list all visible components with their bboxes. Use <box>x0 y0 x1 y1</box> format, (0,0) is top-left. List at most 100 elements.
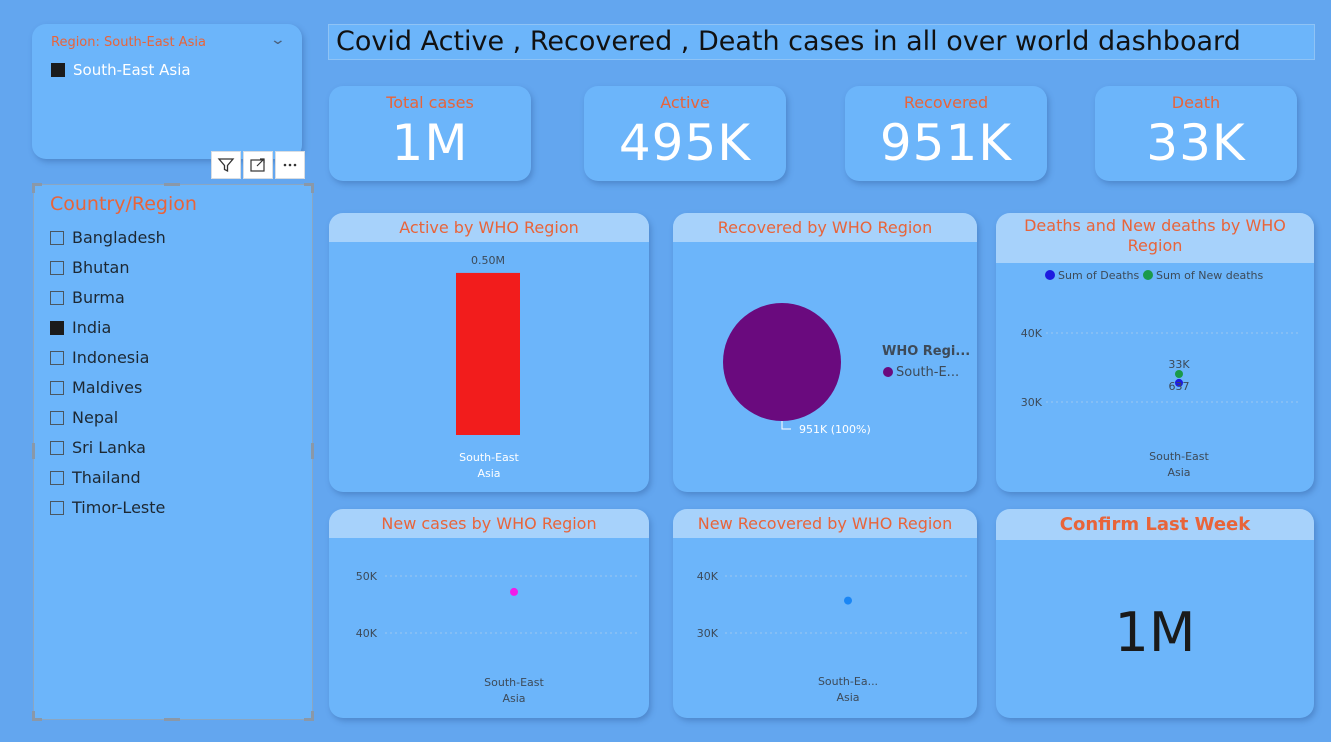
country-checkbox[interactable] <box>50 411 64 425</box>
country-item[interactable]: Maldives <box>50 373 166 403</box>
kpi-total-cases[interactable]: Total cases 1M <box>329 86 531 181</box>
country-item[interactable]: Timor-Leste <box>50 493 166 523</box>
region-slicer[interactable]: Region: South-East Asia ⌄ South-East Asi… <box>32 24 302 159</box>
country-checkbox[interactable] <box>50 291 64 305</box>
confirm-last-week-card[interactable]: Confirm Last Week 1M <box>996 509 1314 718</box>
country-label: Maldives <box>72 378 143 397</box>
country-item[interactable]: Thailand <box>50 463 166 493</box>
legend-marker <box>883 367 893 377</box>
resize-handle[interactable] <box>304 718 314 721</box>
category-label: South-East Asia <box>484 676 544 705</box>
card-title: Confirm Last Week <box>996 509 1314 540</box>
country-label: Burma <box>72 288 125 307</box>
country-item[interactable]: Indonesia <box>50 343 166 373</box>
legend-item[interactable]: South-E... <box>896 365 959 380</box>
country-label: Thailand <box>72 468 141 487</box>
resize-handle[interactable] <box>32 718 42 721</box>
chart-title: Recovered by WHO Region <box>673 213 977 242</box>
country-item[interactable]: Nepal <box>50 403 166 433</box>
new-recovered-point[interactable] <box>844 596 852 605</box>
country-label: Sri Lanka <box>72 438 146 457</box>
country-item[interactable]: Bhutan <box>50 253 166 283</box>
chevron-down-icon[interactable]: ⌄ <box>269 32 287 48</box>
country-label: Bangladesh <box>72 228 166 247</box>
active-bar[interactable] <box>456 272 520 435</box>
country-item[interactable]: Bangladesh <box>50 223 166 253</box>
kpi-recovered[interactable]: Recovered 951K <box>845 86 1047 181</box>
y-tick: 30K <box>1021 396 1043 409</box>
resize-handle[interactable] <box>32 183 35 193</box>
resize-handle[interactable] <box>304 183 314 186</box>
confirm-last-week-value: 1M <box>1114 601 1196 664</box>
legend-marker-new-deaths <box>1143 270 1153 280</box>
deaths-chart[interactable]: Deaths and New deaths by WHO Region Sum … <box>996 213 1314 492</box>
data-label-new-deaths: 637 <box>1169 380 1190 393</box>
kpi-label: Recovered <box>903 93 989 112</box>
new-cases-chart[interactable]: New cases by WHO Region 50K 40K South-Ea… <box>329 509 649 718</box>
y-tick: 30K <box>697 627 719 640</box>
kpi-value: 1M <box>391 114 469 172</box>
visual-header-toolbar <box>211 151 305 179</box>
kpi-death[interactable]: Death 33K <box>1095 86 1297 181</box>
resize-handle[interactable] <box>311 443 314 459</box>
country-item[interactable]: Sri Lanka <box>50 433 166 463</box>
region-option-label: South-East Asia <box>73 60 191 79</box>
new-recovered-chart-svg: 40K 30K South-Ea... Asia <box>697 570 967 704</box>
deaths-point[interactable] <box>1175 378 1183 387</box>
region-slicer-header[interactable]: Region: South-East Asia <box>51 35 206 50</box>
country-item[interactable]: India <box>50 313 166 343</box>
dashboard-title: Covid Active , Recovered , Death cases i… <box>328 24 1315 60</box>
y-tick: 40K <box>1021 327 1043 340</box>
more-options-icon[interactable] <box>275 151 305 179</box>
kpi-value: 495K <box>618 114 752 172</box>
new-recovered-chart[interactable]: New Recovered by WHO Region 40K 30K Sout… <box>673 509 977 718</box>
region-checkbox[interactable] <box>51 62 65 77</box>
kpi-value: 33K <box>1146 114 1246 172</box>
kpi-label: Active <box>660 93 710 112</box>
deaths-chart-svg: Sum of Deaths Sum of New deaths 40K 30K … <box>1021 269 1301 479</box>
resize-handle[interactable] <box>32 183 42 186</box>
country-checkbox[interactable] <box>50 351 64 365</box>
pie-data-label: 951K (100%) <box>799 423 871 436</box>
country-checkbox[interactable] <box>50 231 64 245</box>
pie-slice[interactable] <box>723 303 841 421</box>
resize-handle[interactable] <box>32 711 35 721</box>
country-checkbox[interactable] <box>50 441 64 455</box>
resize-handle[interactable] <box>311 183 314 193</box>
country-checkbox[interactable] <box>50 471 64 485</box>
region-option[interactable]: South-East Asia <box>51 60 191 79</box>
country-checkbox[interactable] <box>50 381 64 395</box>
y-tick: 40K <box>356 627 378 640</box>
active-chart[interactable]: Active by WHO Region 0.50M South-East Asi… <box>329 213 649 492</box>
resize-handle[interactable] <box>32 443 35 459</box>
legend-new-deaths[interactable]: Sum of New deaths <box>1156 269 1264 282</box>
country-checkbox[interactable] <box>50 261 64 275</box>
resize-handle[interactable] <box>164 183 180 186</box>
legend-title: WHO Regi... <box>882 344 970 359</box>
country-label: Timor-Leste <box>72 498 166 517</box>
filter-icon[interactable] <box>211 151 241 179</box>
recovered-chart[interactable]: Recovered by WHO Region 951K (100%) WHO … <box>673 213 977 492</box>
active-chart-svg: 0.50M South-East Asia <box>456 254 520 480</box>
pie-leader-line <box>781 421 791 430</box>
resize-handle[interactable] <box>311 711 314 721</box>
new-deaths-point[interactable] <box>1175 370 1183 378</box>
kpi-value: 951K <box>879 114 1013 172</box>
chart-title: New Recovered by WHO Region <box>673 509 977 538</box>
country-item[interactable]: Burma <box>50 283 166 313</box>
country-checkbox[interactable] <box>50 321 64 335</box>
resize-handle[interactable] <box>164 718 180 721</box>
chart-title: New cases by WHO Region <box>329 509 649 538</box>
new-cases-point[interactable] <box>510 587 518 596</box>
focus-mode-icon[interactable] <box>243 151 273 179</box>
country-label: India <box>72 318 112 337</box>
kpi-label: Death <box>1171 93 1221 112</box>
country-checkbox[interactable] <box>50 501 64 515</box>
country-slicer: Country/Region Bangladesh Bhutan Burma I… <box>32 183 314 721</box>
country-list: Bangladesh Bhutan Burma India Indonesia … <box>50 223 166 523</box>
category-label: South-East Asia <box>1149 450 1209 479</box>
legend-marker-deaths <box>1045 270 1055 280</box>
recovered-chart-svg: 951K (100%) WHO Regi... South-E... <box>723 303 970 436</box>
legend-deaths[interactable]: Sum of Deaths <box>1058 269 1140 282</box>
kpi-active[interactable]: Active 495K <box>584 86 786 181</box>
